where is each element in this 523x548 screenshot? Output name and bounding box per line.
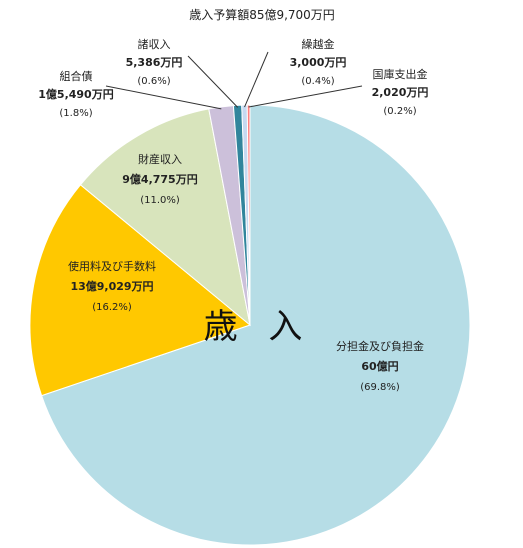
- category-label: 財産収入: [138, 152, 182, 166]
- slice-label-kurikoshi: 繰越金 3,000万円 (0.4%): [290, 37, 347, 87]
- amount-label: 2,020万円: [372, 86, 429, 99]
- category-label: 分担金及び負担金: [336, 339, 424, 353]
- category-label: 組合債: [60, 69, 93, 83]
- leader-line-shoshunyu: [187, 55, 239, 108]
- pie-slice-zaisan: [79, 108, 251, 327]
- pie-slice-kokko: [246, 104, 251, 326]
- slice-label-zaisan: 財産収入 9億4,775万円 (11.0%): [122, 152, 197, 206]
- leader-lines: [105, 51, 363, 110]
- category-label: 使用料及び手数料: [68, 259, 156, 273]
- category-label: 国庫支出金: [373, 67, 428, 81]
- pie-slice-bunpan: [41, 104, 471, 546]
- leader-line-kumiaisai: [105, 85, 222, 110]
- slice-labels: 分担金及び負担金 60億円 (69.8%) 使用料及び手数料 13億9,029万円 (16…: [38, 37, 428, 393]
- percent-label: (1.8%): [59, 108, 92, 119]
- slice-label-shoshunyu: 諸収入 5,386万円 (0.6%): [126, 37, 183, 87]
- percent-label: (0.4%): [301, 76, 334, 87]
- slice-label-shiyoryo: 使用料及び手数料 13億9,029万円 (16.2%): [68, 259, 156, 313]
- amount-label: 9億4,775万円: [122, 172, 197, 186]
- slice-label-kumiaisai: 組合債 1億5,490万円 (1.8%): [38, 69, 113, 119]
- percent-label: (0.2%): [383, 106, 416, 117]
- pie-slice-shiyoryo: [29, 184, 252, 397]
- chart-title: 歳入予算額85億9,700万円: [189, 7, 335, 22]
- percent-label: (16.2%): [92, 302, 132, 313]
- amount-label: 1億5,490万円: [38, 87, 113, 101]
- category-label: 繰越金: [302, 37, 335, 51]
- leader-line-kurikoshi: [244, 51, 269, 108]
- amount-label: 60億円: [361, 359, 398, 373]
- percent-label: (11.0%): [140, 195, 180, 206]
- leader-line-kokko: [248, 85, 363, 108]
- slice-label-bunpan: 分担金及び負担金 60億円 (69.8%): [336, 339, 424, 393]
- amount-label: 3,000万円: [290, 56, 347, 69]
- center-label: 歳 入: [204, 307, 313, 347]
- pie-slices: [29, 104, 471, 546]
- percent-label: (69.8%): [360, 382, 400, 393]
- slice-label-kokko: 国庫支出金 2,020万円 (0.2%): [372, 67, 429, 117]
- category-label: 諸収入: [138, 37, 171, 51]
- percent-label: (0.6%): [137, 76, 170, 87]
- amount-label: 13億9,029万円: [70, 279, 153, 293]
- amount-label: 5,386万円: [126, 56, 183, 69]
